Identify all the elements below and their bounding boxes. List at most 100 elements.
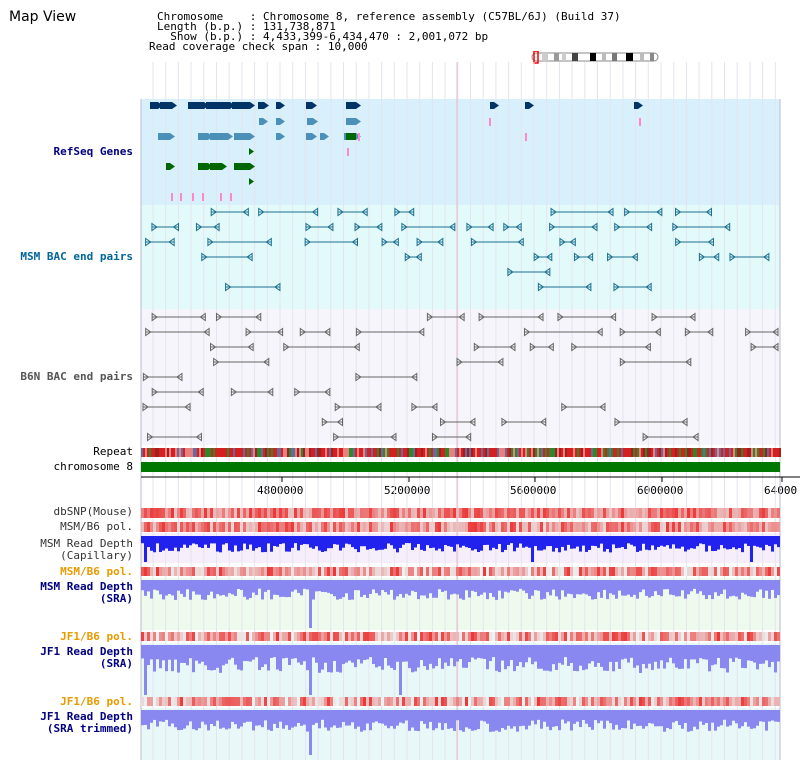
depth-bar [627, 536, 630, 544]
depth-bar [276, 536, 279, 547]
heat-cell [363, 697, 366, 706]
depth-bar [411, 645, 414, 673]
heat-cell [681, 522, 684, 532]
b6n-bac-pair-end [151, 312, 158, 322]
depth-bar [609, 645, 612, 662]
depth-bar [264, 710, 267, 721]
track-label-refseq[interactable]: RefSeq Genes [53, 145, 133, 158]
heat-cell [291, 697, 294, 706]
heat-cell [210, 508, 213, 518]
depth-bar [438, 645, 441, 659]
repeat-segment [211, 448, 213, 457]
repeat-segment [191, 448, 193, 457]
chromosome-ideogram[interactable] [528, 51, 662, 65]
heat-cell [597, 697, 600, 706]
heat-cell [276, 508, 279, 518]
depth-bar [549, 536, 552, 547]
heat-cell [477, 522, 480, 532]
depth-bar [360, 645, 363, 664]
heat-cell [663, 632, 666, 641]
depth-bar [435, 580, 438, 598]
track-label-b6n-bac[interactable]: B6N BAC end pairs [20, 370, 133, 383]
heat-cell [195, 522, 198, 532]
heat-cell [768, 697, 771, 706]
heat-cell [630, 632, 633, 641]
heat-cell [264, 632, 267, 641]
depth-bar [153, 580, 156, 590]
heat-cell [474, 567, 477, 576]
depth-bar [744, 645, 747, 669]
repeat-segment [341, 448, 343, 457]
heat-cell [543, 697, 546, 706]
heat-cell [276, 697, 279, 706]
heat-cell [444, 632, 447, 641]
heat-cell [324, 508, 327, 518]
heat-cell [483, 522, 486, 532]
heat-cell [396, 508, 399, 518]
depth-bar [333, 645, 336, 661]
depth-bar [441, 536, 444, 552]
heat-cell [465, 632, 468, 641]
b6n-bac-pair-end [609, 312, 617, 322]
depth-bar [381, 536, 384, 550]
heat-cell [384, 522, 387, 532]
b6n-bac-pair-end [299, 327, 307, 337]
b6n-bac-pair-end [199, 312, 206, 322]
heat-cell [426, 697, 429, 706]
heat-cell [741, 567, 744, 576]
repeat-segment [397, 448, 399, 457]
heat-cell [666, 508, 669, 518]
heat-cell [183, 697, 186, 706]
repeat-segment [685, 448, 687, 457]
heat-cell [156, 508, 159, 518]
depth-bar [324, 536, 327, 552]
track-label-msm-depth-sra: MSM Read Depth (SRA) [40, 581, 133, 605]
depth-bar [327, 580, 330, 593]
depth-bar [156, 710, 159, 727]
depth-bar [159, 580, 162, 595]
msm-bac-pair-end [586, 252, 594, 262]
heat-cell [159, 697, 162, 706]
repeat-segment [347, 448, 349, 457]
heat-cell [258, 522, 261, 532]
heat-cell [174, 508, 177, 518]
heat-cell [195, 508, 198, 518]
heat-cell [666, 697, 669, 706]
repeat-segment [443, 448, 445, 457]
heat-cell [372, 567, 375, 576]
ideogram-selection-marker[interactable] [533, 51, 539, 64]
gene-arrow [250, 163, 255, 170]
heat-cell [612, 697, 615, 706]
depth-bar [759, 710, 762, 722]
heat-cell [192, 522, 195, 532]
depth-bar [612, 710, 615, 730]
heat-cell [495, 522, 498, 532]
depth-bar [270, 580, 273, 600]
depth-bar [522, 580, 525, 591]
heat-cell [477, 697, 480, 706]
repeat-segment [687, 448, 689, 457]
depth-bar [498, 645, 501, 673]
depth-bar [663, 536, 666, 547]
heat-cell [204, 508, 207, 518]
depth-bar [357, 710, 360, 727]
depth-bar [285, 580, 288, 598]
heat-cell [618, 632, 621, 641]
depth-bar [744, 580, 747, 595]
heat-cell [402, 567, 405, 576]
heat-cell [537, 567, 540, 576]
heat-cell [351, 567, 354, 576]
msm-bac-pair-end [545, 252, 553, 262]
track-label-msm-bac[interactable]: MSM BAC end pairs [20, 250, 133, 263]
heat-cell [606, 567, 609, 576]
heat-cell [186, 567, 189, 576]
heat-cell [234, 522, 237, 532]
depth-bar [594, 710, 597, 721]
heat-cell [537, 508, 540, 518]
depth-bar [627, 645, 630, 663]
msm-bac-pair-end [698, 252, 706, 262]
heat-cell [150, 567, 153, 576]
repeat-segment [153, 448, 155, 457]
heat-cell [429, 697, 432, 706]
